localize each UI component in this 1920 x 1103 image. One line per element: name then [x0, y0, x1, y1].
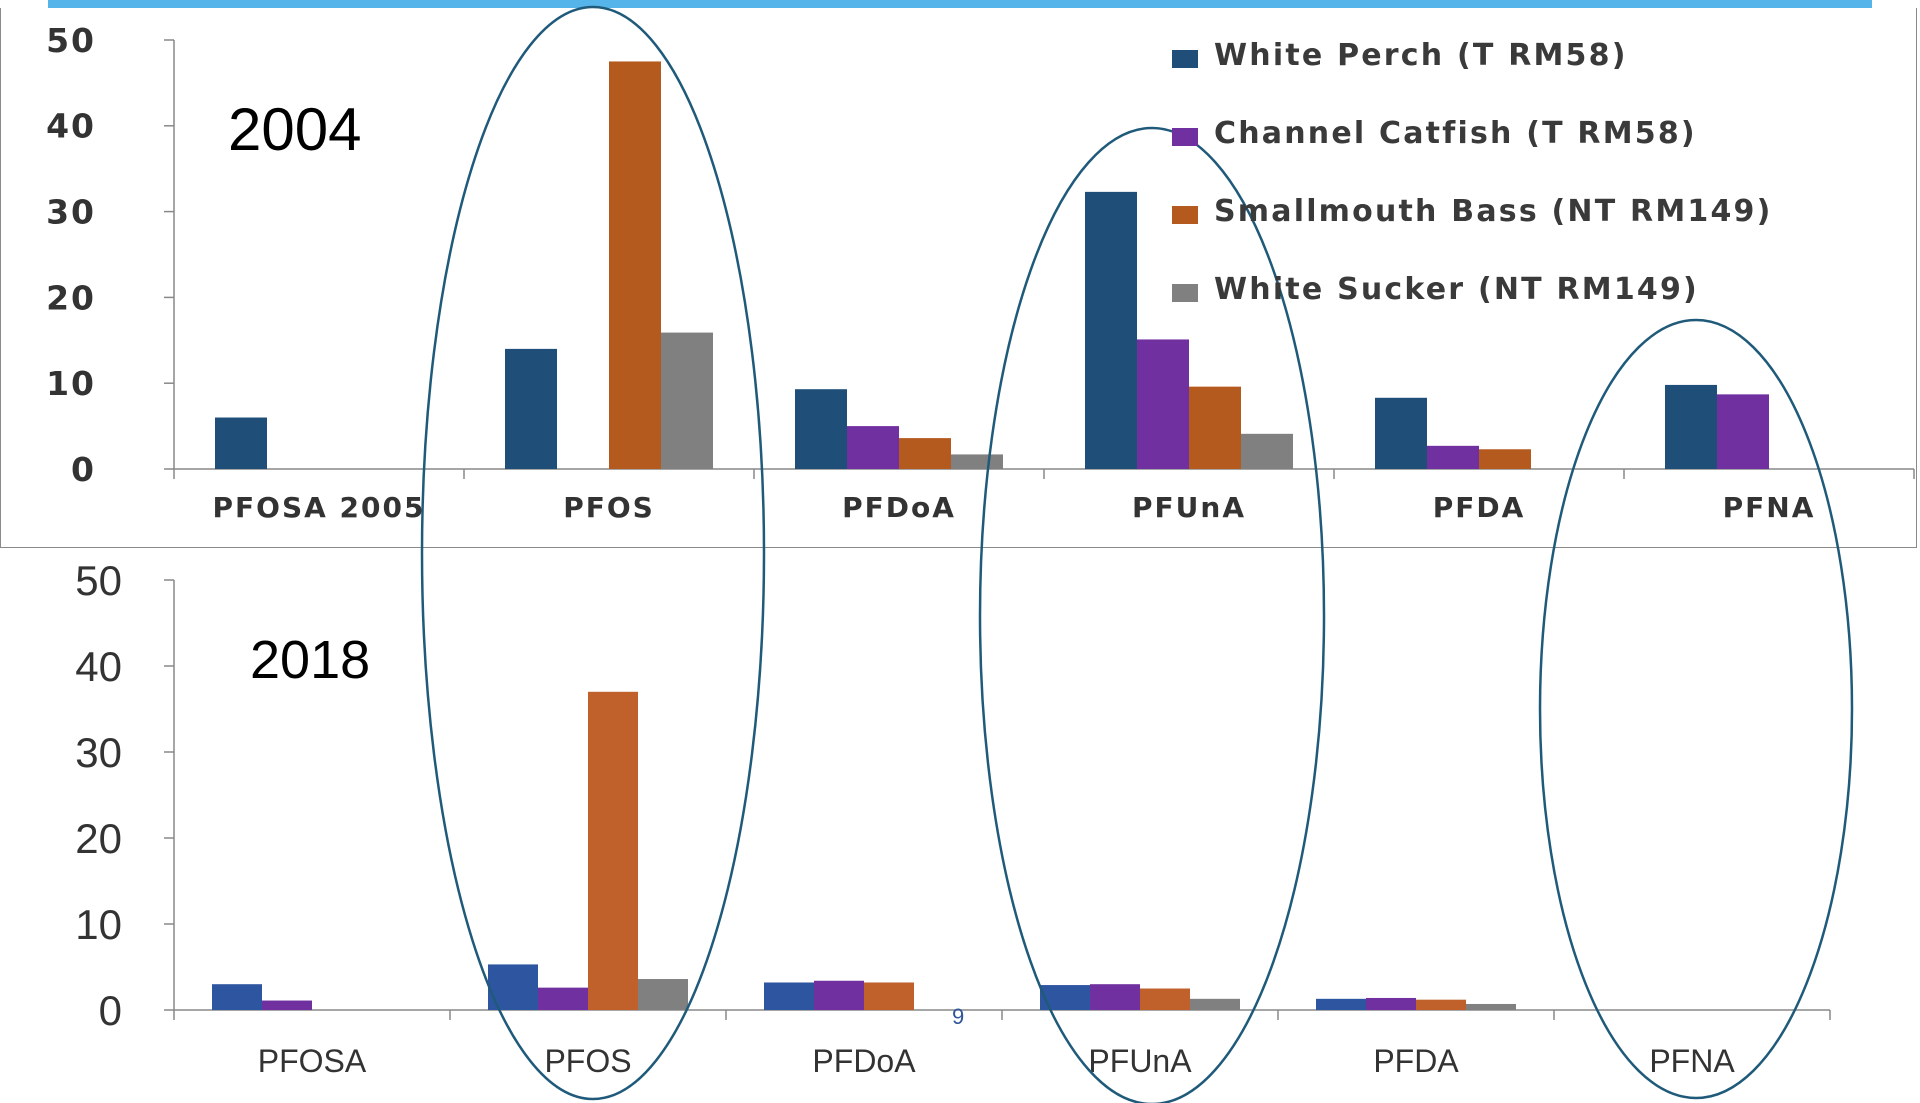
bar: [764, 982, 814, 1010]
legend-item: White Sucker (NT RM149): [1172, 264, 1912, 342]
y-tick-label: 40: [46, 107, 96, 146]
bar: [814, 980, 864, 1010]
bar: [1366, 997, 1416, 1010]
highlight-ellipses: [420, 5, 1854, 1103]
bar: [1140, 988, 1190, 1010]
legend-swatch: [1172, 50, 1198, 68]
bar: [212, 984, 262, 1010]
bar: [1717, 394, 1769, 469]
y-tick-label: 30: [46, 192, 96, 231]
category-label: PFDA: [1373, 1043, 1459, 1079]
bar: [505, 348, 557, 469]
bar: [262, 1000, 312, 1010]
category-label: PFOS: [544, 1043, 631, 1079]
highlight-ellipse: [978, 126, 1326, 1103]
bar: [609, 61, 661, 469]
bar: [1137, 339, 1189, 469]
legend-label: White Perch (T RM58): [1214, 38, 1628, 73]
category-label: PFUnA: [1132, 491, 1246, 524]
category-label: PFNA: [1649, 1043, 1735, 1079]
bar: [795, 389, 847, 469]
y-tick-label: 10: [75, 901, 122, 948]
legend-item: White Perch (T RM58): [1172, 30, 1912, 108]
bar: [588, 691, 638, 1010]
y-tick-label: 30: [75, 729, 122, 776]
highlight-ellipse: [420, 5, 766, 1101]
legend-swatch: [1172, 284, 1198, 302]
y-tick-label: 0: [99, 987, 122, 1034]
bar: [951, 454, 1003, 469]
category-label: PFDA: [1433, 491, 1526, 524]
bar: [864, 982, 914, 1010]
bar: [1375, 397, 1427, 469]
y-tick-label: 20: [46, 278, 96, 317]
y-tick-label: 0: [71, 450, 96, 489]
category-label: PFDoA: [842, 491, 956, 524]
legend-label: Channel Catfish (T RM58): [1214, 116, 1697, 151]
category-label: PFDoA: [812, 1043, 916, 1079]
page-number: 9: [952, 1004, 965, 1029]
legend: White Perch (T RM58) Channel Catfish (T …: [1172, 30, 1912, 342]
legend-item: Smallmouth Bass (NT RM149): [1172, 186, 1912, 264]
chart-year-label: 2004: [228, 96, 361, 163]
bar: [1479, 449, 1531, 469]
bar: [899, 438, 951, 469]
y-tick-label: 50: [46, 21, 96, 60]
legend-label: Smallmouth Bass (NT RM149): [1214, 194, 1773, 229]
bar: [1316, 998, 1366, 1010]
legend-item: Channel Catfish (T RM58): [1172, 108, 1912, 186]
bar: [215, 417, 267, 469]
top-accent-bar: [48, 0, 1872, 8]
bar: [1466, 1003, 1516, 1010]
chart-2004-frame: [0, 8, 1917, 548]
y-tick-label: 50: [75, 557, 122, 604]
y-tick-label: 40: [75, 643, 122, 690]
chart-2018: 0 10 20 30 40 50 PFOSA PFOS PFDoA PFUnA PFDA PFNA 20…: [75, 557, 1831, 1079]
category-label: PFOS: [563, 491, 655, 524]
category-label: PFUnA: [1088, 1043, 1192, 1079]
legend-label: White Sucker (NT RM149): [1214, 272, 1699, 307]
category-label: PFOSA: [258, 1043, 367, 1079]
y-tick-label: 20: [75, 815, 122, 862]
bar: [538, 987, 588, 1010]
category-label: PFNA: [1723, 491, 1816, 524]
bar: [1241, 433, 1293, 469]
bar: [661, 332, 713, 469]
bar: [847, 426, 899, 469]
chart-year-label: 2018: [250, 630, 370, 690]
chart-2004: 0 10 20 30 40 50 PFOSA 2005 PFOS PFDoA PFUnA PFDA P…: [46, 21, 1915, 524]
bar: [1427, 445, 1479, 469]
highlight-ellipse: [1538, 318, 1854, 1100]
bar: [1665, 384, 1717, 469]
bar: [1190, 998, 1240, 1010]
bar: [638, 979, 688, 1010]
bar: [1416, 999, 1466, 1010]
legend-swatch: [1172, 128, 1198, 146]
category-label: PFOSA 2005: [213, 491, 426, 524]
bar: [1189, 386, 1241, 469]
bar: [1090, 984, 1140, 1010]
bar: [1085, 191, 1137, 469]
y-tick-label: 10: [46, 364, 96, 403]
legend-swatch: [1172, 206, 1198, 224]
